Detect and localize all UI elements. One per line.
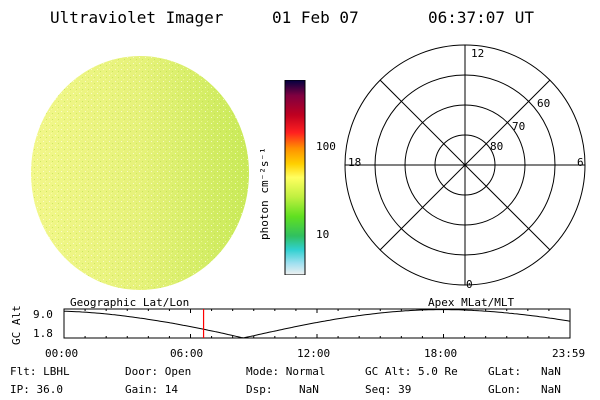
x-tick-0600: 06:00: [170, 347, 204, 360]
info-glat: GLat: NaN: [488, 365, 561, 378]
info-door: Door: Open: [125, 365, 192, 378]
lat-label-80: 80: [490, 140, 504, 153]
strip-y-label: GC Alt: [10, 305, 23, 345]
colorbar-tick-10: 10: [316, 228, 330, 241]
x-tick-2359: 23:59: [552, 347, 586, 360]
info-gc-alt: GC Alt: 5.0 Re: [365, 365, 458, 378]
mlt-label-18: 18: [348, 156, 362, 169]
lat-label-60: 60: [537, 97, 551, 110]
info-gain: Gain: 14: [125, 383, 178, 396]
time-label: 06:37:07 UT: [428, 8, 534, 27]
strip-y-tick-bottom: 1.8: [33, 327, 53, 340]
colorbar-unit-label: photon cm⁻²s⁻¹: [258, 147, 271, 240]
info-dsp: Dsp: NaN: [246, 383, 319, 396]
auroral-image: [31, 56, 249, 290]
strip-y-tick-top: 9.0: [33, 308, 53, 321]
info-seq: Seq: 39: [365, 383, 412, 396]
lat-label-70: 70: [512, 120, 526, 133]
mlt-label-0: 0: [466, 278, 473, 291]
strip-right-title: Apex MLat/MLT: [428, 296, 515, 309]
x-tick-0000: 00:00: [45, 347, 79, 360]
instrument-title: Ultraviolet Imager: [50, 8, 224, 27]
altitude-curve: [64, 309, 571, 339]
info-glon: GLon: NaN: [488, 383, 561, 396]
x-tick-1200: 12:00: [297, 347, 331, 360]
x-tick-1800: 18:00: [424, 347, 458, 360]
mlt-label-12: 12: [471, 47, 485, 60]
color-bar: [284, 80, 306, 275]
info-flt: Flt: LBHL: [10, 365, 70, 378]
altitude-strip-chart: [63, 308, 571, 339]
polar-grid: [344, 44, 586, 286]
colorbar-tick-100: 100: [316, 140, 336, 153]
strip-left-title: Geographic Lat/Lon: [70, 296, 190, 309]
date-label: 01 Feb 07: [272, 8, 359, 27]
info-mode: Mode: Normal: [246, 365, 326, 378]
mlt-label-6: 6: [577, 156, 584, 169]
info-ip: IP: 36.0: [10, 383, 63, 396]
